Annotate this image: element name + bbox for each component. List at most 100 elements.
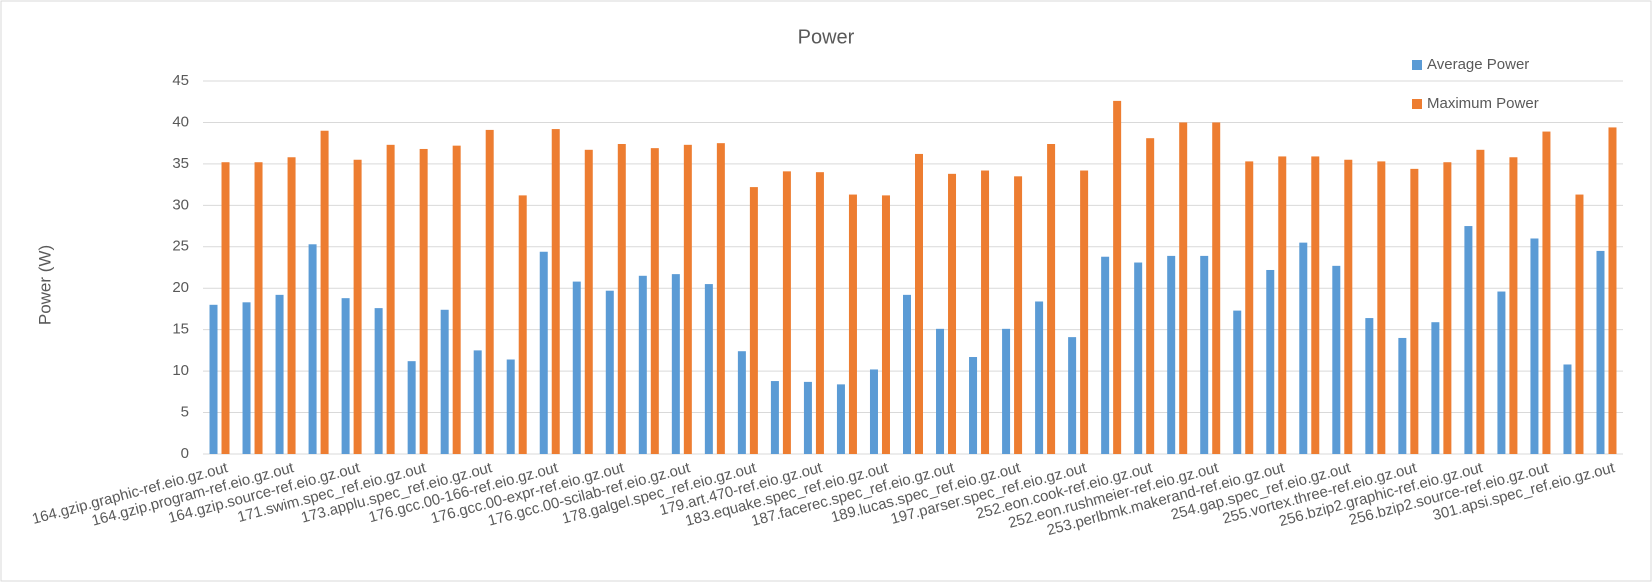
bar: [737, 351, 746, 454]
bar: [1167, 255, 1176, 454]
bar: [353, 159, 362, 454]
bar: [407, 361, 416, 454]
y-tick-label: 35: [172, 155, 189, 172]
bar: [836, 384, 845, 454]
bar: [716, 143, 725, 454]
bar: [1377, 161, 1386, 454]
bar: [551, 129, 560, 454]
bar: [749, 187, 758, 454]
bar: [1002, 328, 1011, 454]
bar: [936, 328, 945, 454]
bar: [440, 309, 449, 454]
bar: [1443, 162, 1452, 454]
bar: [815, 172, 824, 454]
bar: [1212, 122, 1221, 454]
bar: [803, 381, 812, 454]
y-tick-label: 45: [172, 72, 189, 89]
bar: [1134, 262, 1143, 454]
bar: [1332, 265, 1341, 454]
y-tick-label: 15: [172, 321, 189, 338]
bar: [915, 153, 923, 455]
bar: [1068, 337, 1077, 454]
legend-swatch: [1412, 99, 1422, 109]
chart-title: Power: [798, 26, 855, 48]
bar: [1365, 318, 1374, 454]
bar: [1113, 100, 1122, 454]
bar: [1047, 143, 1056, 455]
y-axis-label: Power (W): [35, 245, 54, 325]
bar: [1410, 168, 1419, 454]
bar: [1245, 161, 1254, 454]
bar: [452, 145, 461, 455]
bar: [1398, 337, 1407, 454]
bar: [287, 157, 296, 454]
bar: [485, 129, 494, 454]
bar: [242, 302, 251, 454]
y-tick-label: 10: [172, 362, 189, 379]
bar: [1344, 159, 1353, 454]
bar: [1014, 176, 1023, 455]
bar: [572, 281, 581, 454]
y-tick-label: 20: [172, 279, 189, 296]
bar: [848, 194, 857, 454]
bar: [1596, 250, 1605, 454]
bar: [1476, 149, 1485, 454]
bar: [1299, 242, 1308, 454]
bar: [1233, 310, 1242, 454]
bar: [1563, 364, 1572, 454]
bar: [1575, 194, 1584, 454]
bar: [419, 148, 428, 455]
bar: [948, 173, 957, 454]
bar: [617, 143, 626, 455]
bar: [1497, 291, 1506, 454]
bar: [638, 275, 647, 454]
bar: [275, 294, 284, 454]
bar: [1266, 269, 1275, 454]
bar: [1179, 122, 1188, 454]
bar: [981, 170, 990, 454]
bar: [1431, 322, 1440, 454]
bar: [1464, 226, 1473, 454]
bar: [605, 290, 614, 454]
bar: [341, 298, 350, 454]
bar: [1080, 170, 1089, 454]
bar: [1200, 255, 1209, 454]
y-tick-label: 0: [181, 445, 189, 462]
bar: [881, 195, 890, 455]
bar: [308, 244, 317, 454]
bar: [1530, 238, 1539, 454]
bar: [473, 350, 482, 454]
bar: [518, 195, 527, 455]
bar: [1509, 157, 1518, 454]
bar: [903, 294, 911, 454]
bar: [254, 162, 263, 454]
bar: [506, 359, 515, 454]
bar: [1542, 131, 1551, 454]
bar: [584, 149, 593, 454]
legend-label: Maximum Power: [1427, 95, 1539, 112]
bar: [782, 171, 791, 455]
legend-swatch: [1412, 60, 1422, 70]
bar: [320, 130, 329, 454]
legend-label: Average Power: [1427, 56, 1529, 73]
bar: [704, 284, 713, 454]
bar: [1311, 156, 1320, 454]
bar: [869, 369, 878, 454]
bar: [650, 148, 659, 454]
bar: [386, 144, 395, 454]
bar: [969, 357, 978, 454]
bar: [539, 251, 548, 454]
bar: [1146, 138, 1155, 454]
bar: [1035, 301, 1044, 454]
y-tick-label: 40: [172, 113, 189, 130]
bar: [1608, 127, 1617, 454]
bar: [1278, 156, 1287, 454]
y-tick-label: 25: [172, 238, 189, 255]
bar: [683, 144, 692, 454]
bar: [221, 162, 230, 454]
y-tick-label: 5: [181, 404, 189, 421]
bar: [209, 304, 218, 454]
bar: [374, 308, 383, 454]
